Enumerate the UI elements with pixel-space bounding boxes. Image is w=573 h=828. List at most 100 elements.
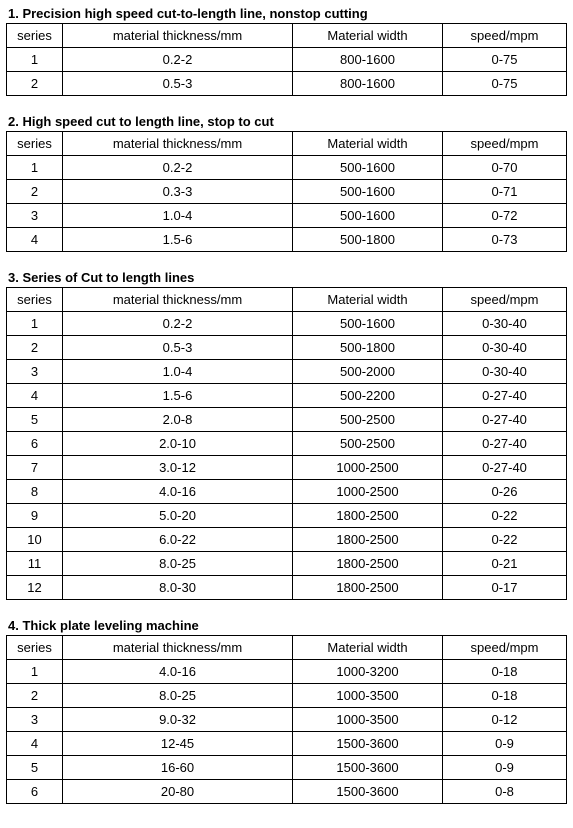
table-cell: 500-2500 (293, 408, 443, 432)
table-cell: 0-27-40 (443, 384, 567, 408)
table-header-cell: Material width (293, 24, 443, 48)
table-header-cell: series (7, 132, 63, 156)
section-title: 4. Thick plate leveling machine (6, 618, 567, 633)
table-header-cell: material thickness/mm (63, 636, 293, 660)
table-cell: 1500-3600 (293, 732, 443, 756)
table-cell: 3 (7, 360, 63, 384)
table-row: 41.5-6500-18000-73 (7, 228, 567, 252)
table-cell: 0-17 (443, 576, 567, 600)
table-row: 41.5-6500-22000-27-40 (7, 384, 567, 408)
table-cell: 11 (7, 552, 63, 576)
table-cell: 0-30-40 (443, 360, 567, 384)
table-header-cell: material thickness/mm (63, 288, 293, 312)
table-cell: 0-71 (443, 180, 567, 204)
table-row: 84.0-161000-25000-26 (7, 480, 567, 504)
table-cell: 6 (7, 780, 63, 804)
table-cell: 1000-3500 (293, 708, 443, 732)
table-cell: 1000-2500 (293, 480, 443, 504)
table-cell: 1 (7, 312, 63, 336)
table-cell: 8.0-25 (63, 552, 293, 576)
table-row: 106.0-221800-25000-22 (7, 528, 567, 552)
table-row: 20.5-3500-18000-30-40 (7, 336, 567, 360)
table-cell: 2 (7, 72, 63, 96)
table-cell: 1800-2500 (293, 528, 443, 552)
table-cell: 0-22 (443, 528, 567, 552)
table-cell: 4.0-16 (63, 480, 293, 504)
table-cell: 0-8 (443, 780, 567, 804)
table-cell: 500-2500 (293, 432, 443, 456)
table-cell: 1 (7, 660, 63, 684)
table-header-cell: series (7, 636, 63, 660)
table-cell: 2 (7, 336, 63, 360)
table-header-cell: material thickness/mm (63, 132, 293, 156)
table-header-cell: speed/mpm (443, 288, 567, 312)
table-cell: 500-1600 (293, 312, 443, 336)
table-cell: 0-30-40 (443, 312, 567, 336)
table-cell: 1000-3500 (293, 684, 443, 708)
table-cell: 500-2000 (293, 360, 443, 384)
table-row: 20.3-3500-16000-71 (7, 180, 567, 204)
table-cell: 9.0-32 (63, 708, 293, 732)
table-row: 118.0-251800-25000-21 (7, 552, 567, 576)
table-cell: 0-70 (443, 156, 567, 180)
table-cell: 4 (7, 228, 63, 252)
table-row: 516-601500-36000-9 (7, 756, 567, 780)
table-cell: 16-60 (63, 756, 293, 780)
table-cell: 2 (7, 684, 63, 708)
table-row: 31.0-4500-16000-72 (7, 204, 567, 228)
spec-table: seriesmaterial thickness/mmMaterial widt… (6, 635, 567, 804)
table-header-cell: Material width (293, 636, 443, 660)
table-cell: 0-9 (443, 756, 567, 780)
table-header-cell: speed/mpm (443, 132, 567, 156)
table-row: 14.0-161000-32000-18 (7, 660, 567, 684)
table-cell: 0-18 (443, 684, 567, 708)
table-header-cell: Material width (293, 288, 443, 312)
table-cell: 0-21 (443, 552, 567, 576)
table-cell: 0-72 (443, 204, 567, 228)
table-cell: 1000-3200 (293, 660, 443, 684)
table-cell: 2.0-10 (63, 432, 293, 456)
table-cell: 0.5-3 (63, 336, 293, 360)
table-header-cell: Material width (293, 132, 443, 156)
table-row: 28.0-251000-35000-18 (7, 684, 567, 708)
table-cell: 1.0-4 (63, 204, 293, 228)
table-cell: 8.0-30 (63, 576, 293, 600)
table-cell: 1800-2500 (293, 552, 443, 576)
table-cell: 2.0-8 (63, 408, 293, 432)
table-cell: 0-27-40 (443, 432, 567, 456)
table-row: 412-451500-36000-9 (7, 732, 567, 756)
table-cell: 1.0-4 (63, 360, 293, 384)
table-header-cell: series (7, 24, 63, 48)
table-cell: 8 (7, 480, 63, 504)
section: 1. Precision high speed cut-to-length li… (6, 6, 567, 96)
table-cell: 0-73 (443, 228, 567, 252)
table-header-row: seriesmaterial thickness/mmMaterial widt… (7, 24, 567, 48)
table-cell: 0.2-2 (63, 156, 293, 180)
section: 4. Thick plate leveling machine seriesmat… (6, 618, 567, 804)
table-cell: 4 (7, 732, 63, 756)
table-cell: 500-1600 (293, 204, 443, 228)
table-header-cell: speed/mpm (443, 24, 567, 48)
table-row: 31.0-4500-20000-30-40 (7, 360, 567, 384)
table-cell: 20-80 (63, 780, 293, 804)
section-title: 3. Series of Cut to length lines (6, 270, 567, 285)
table-cell: 0-12 (443, 708, 567, 732)
table-cell: 0-27-40 (443, 456, 567, 480)
table-cell: 1800-2500 (293, 576, 443, 600)
section: 2. High speed cut to length line, stop t… (6, 114, 567, 252)
table-cell: 8.0-25 (63, 684, 293, 708)
table-header-row: seriesmaterial thickness/mmMaterial widt… (7, 636, 567, 660)
table-row: 10.2-2500-16000-70 (7, 156, 567, 180)
table-cell: 10 (7, 528, 63, 552)
table-cell: 3.0-12 (63, 456, 293, 480)
table-cell: 12-45 (63, 732, 293, 756)
table-cell: 0.2-2 (63, 312, 293, 336)
table-cell: 7 (7, 456, 63, 480)
table-cell: 1800-2500 (293, 504, 443, 528)
table-cell: 1 (7, 48, 63, 72)
table-cell: 5 (7, 408, 63, 432)
table-row: 95.0-201800-25000-22 (7, 504, 567, 528)
table-cell: 5.0-20 (63, 504, 293, 528)
table-header-cell: speed/mpm (443, 636, 567, 660)
table-cell: 500-2200 (293, 384, 443, 408)
